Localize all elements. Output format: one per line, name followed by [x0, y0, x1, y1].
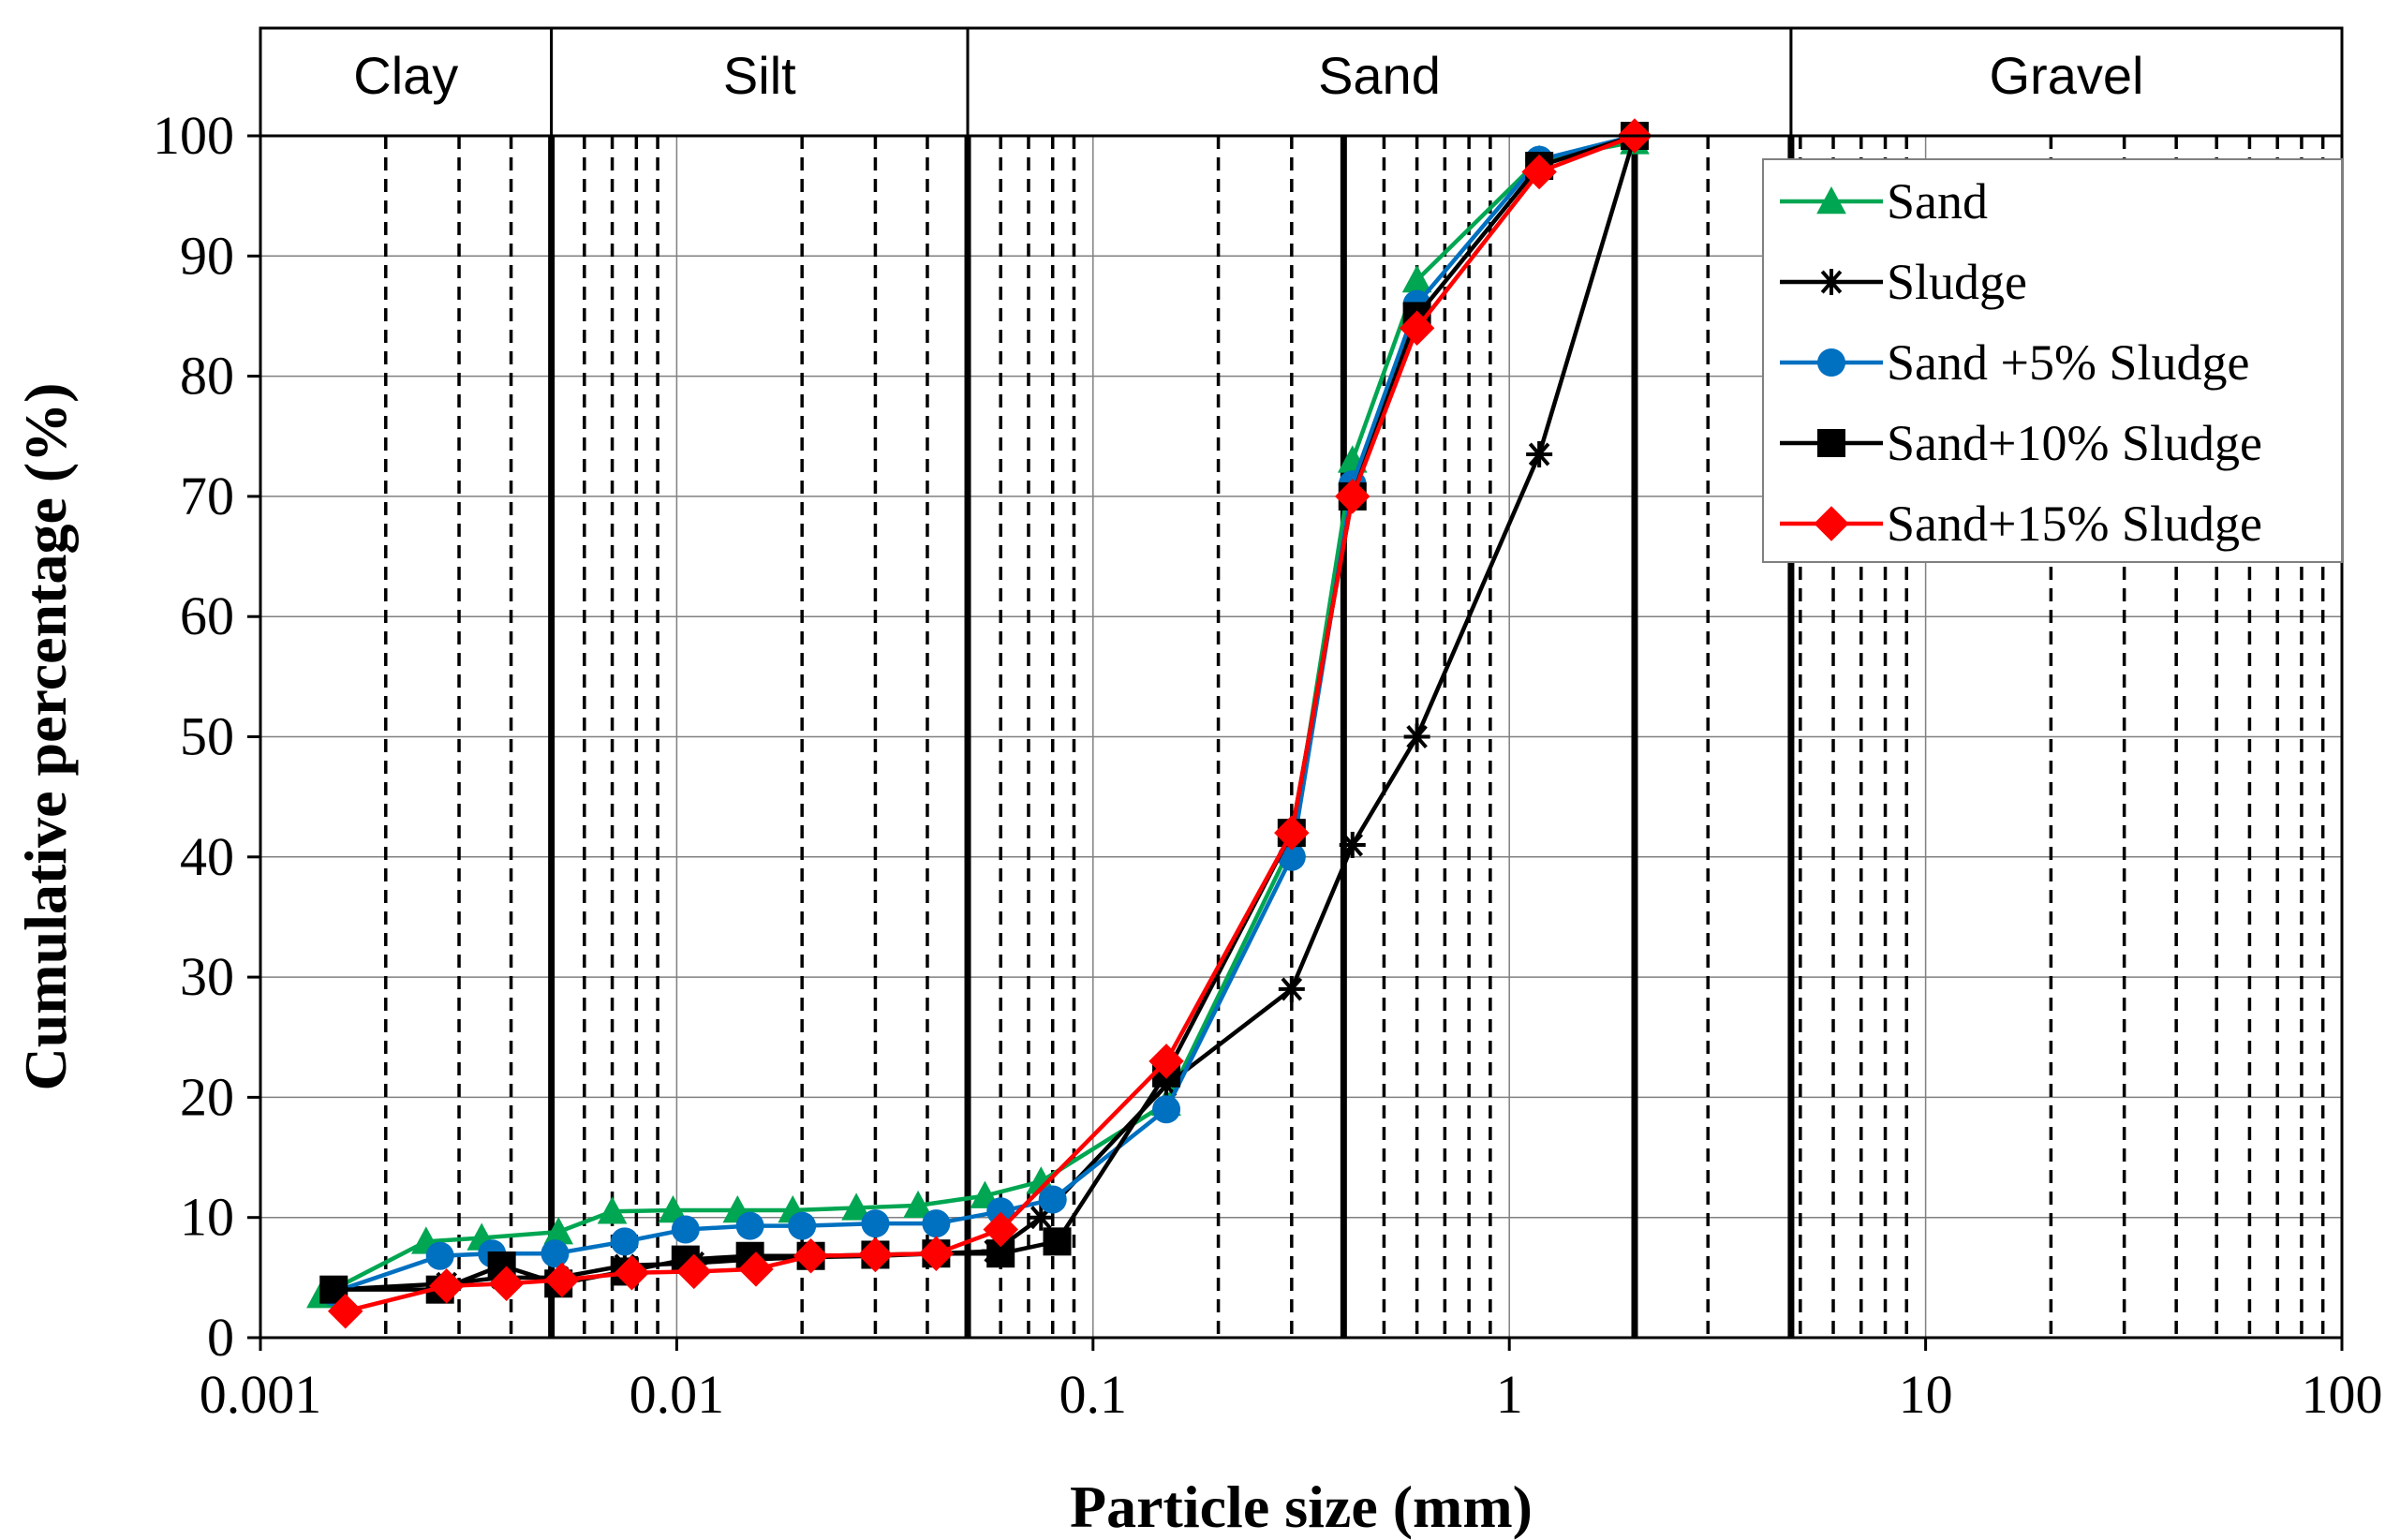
legend-item-sand-10-sludge: Sand+10% Sludge — [1780, 415, 2262, 471]
data-point-sand-15-sludge — [857, 1236, 894, 1273]
data-point-sand-15-sludge — [1335, 479, 1370, 514]
data-point-sand-5-sludge — [861, 1209, 890, 1238]
legend-label: Sand+15% Sludge — [1887, 496, 2262, 552]
x-tick-label: 0.1 — [1059, 1364, 1128, 1425]
soil-zone-header: Clay Silt Sand Gravel — [259, 26, 2344, 138]
data-point-sand-15-sludge — [428, 1268, 465, 1304]
data-point-sand-15-sludge — [1399, 310, 1435, 347]
data-point-sand-5-sludge — [922, 1209, 951, 1238]
y-tick-label: 70 — [180, 466, 234, 526]
data-point-sludge — [1526, 440, 1553, 467]
data-point-sand-15-sludge — [918, 1236, 955, 1271]
legend-label: Sludge — [1887, 254, 2027, 310]
series-line-sludge — [333, 135, 1637, 1292]
series-line-sand-15-sludge — [345, 133, 1636, 1313]
data-point-sand-15-sludge — [1274, 815, 1310, 851]
data-point-sludge — [1403, 723, 1430, 750]
data-point-sludge — [1339, 831, 1366, 858]
data-point-sand-15-sludge — [1148, 1044, 1184, 1079]
data-point-sludge — [1278, 975, 1305, 1002]
series-sand — [306, 126, 1650, 1309]
x-tick-label: 0.01 — [630, 1364, 725, 1425]
data-point-sand-5-sludge — [425, 1241, 454, 1270]
y-tick-label: 90 — [180, 225, 234, 286]
x-tick-label: 100 — [2302, 1364, 2383, 1425]
zone-box-sand — [966, 26, 1793, 138]
x-axis-title: Particle size (mm) — [1070, 1473, 1533, 1540]
data-point-sand-5-sludge — [1152, 1095, 1181, 1124]
data-point-sand-15-sludge — [327, 1294, 363, 1329]
data-point-sand-15-sludge — [738, 1251, 774, 1287]
data-point-sand-15-sludge — [1521, 154, 1557, 190]
zone-label-gravel: Gravel — [1989, 46, 2143, 105]
legend-swatch-marker — [1817, 429, 1845, 457]
legend-swatch-marker — [1816, 185, 1846, 215]
data-point-sand-5-sludge — [1038, 1185, 1067, 1214]
data-point-sludge — [1028, 1204, 1055, 1231]
data-point-sand — [658, 1194, 689, 1223]
y-tick-label: 50 — [180, 706, 234, 767]
zone-label-silt: Silt — [723, 46, 796, 105]
series-line-sand — [319, 140, 1636, 1298]
data-point-sand-5-sludge — [671, 1215, 700, 1244]
legend-item-sand: Sand — [1780, 173, 1988, 230]
legend-item-sludge: Sludge — [1780, 254, 2027, 310]
series-sludge — [320, 123, 1648, 1303]
zone-label-sand: Sand — [1318, 46, 1441, 105]
x-tick-label: 1 — [1496, 1364, 1523, 1425]
axis-ticks: 0 10 20 30 40 50 60 70 80 90 100 0.001 0.01 0.1 1 10 100 — [153, 105, 2383, 1425]
x-tick-label: 0.001 — [200, 1364, 322, 1425]
series-layer — [306, 118, 1652, 1329]
data-point-sand — [597, 1196, 628, 1224]
legend: Sand Sludge Sand +5% Sludge Sand+10% Sludge… — [1762, 158, 2343, 563]
y-tick-label: 80 — [180, 346, 234, 407]
data-point-sand-15-sludge — [544, 1262, 580, 1298]
data-point-sand — [841, 1192, 871, 1221]
zone-label-clay: Clay — [353, 46, 458, 105]
y-tick-label: 10 — [180, 1187, 234, 1248]
data-point-sand-15-sludge — [676, 1253, 712, 1290]
legend-label: Sand+10% Sludge — [1887, 415, 2262, 471]
x-tick-label: 10 — [1899, 1364, 1953, 1425]
legend-swatch-marker — [1818, 269, 1844, 295]
data-point-sand-10-sludge — [1043, 1227, 1072, 1256]
y-axis-title: Cumulative percentage (%) — [12, 383, 79, 1091]
series-sand-10-sludge — [319, 122, 1649, 1304]
data-point-sand-5-sludge — [541, 1239, 570, 1268]
data-point-sand-5-sludge — [986, 1197, 1015, 1226]
data-point-sand-15-sludge — [488, 1266, 525, 1302]
series-sand-15-sludge — [327, 118, 1652, 1329]
data-point-sand-5-sludge — [788, 1211, 817, 1240]
legend-swatch-marker — [1814, 506, 1849, 541]
zone-box-gravel — [1789, 26, 2344, 138]
legend-label: Sand +5% Sludge — [1887, 334, 2249, 391]
y-tick-label: 60 — [180, 585, 234, 646]
y-tick-label: 0 — [207, 1307, 234, 1368]
zone-box-clay — [259, 26, 554, 138]
zone-box-silt — [550, 26, 970, 138]
data-point-sand-5-sludge — [735, 1211, 764, 1240]
series-line-sand-5-sludge — [333, 133, 1636, 1295]
data-point-sand-15-sludge — [614, 1254, 650, 1291]
series-sand-5-sludge — [319, 122, 1649, 1307]
legend-item-sand-5-sludge: Sand +5% Sludge — [1780, 334, 2249, 391]
data-point-sand-15-sludge — [983, 1211, 1018, 1248]
y-tick-label: 100 — [153, 105, 234, 166]
legend-label: Sand — [1887, 173, 1988, 230]
y-tick-label: 40 — [180, 826, 234, 887]
y-tick-label: 30 — [180, 946, 234, 1007]
series-line-sand-10-sludge — [333, 133, 1636, 1292]
data-point-sand — [903, 1190, 933, 1219]
legend-swatch-marker — [1817, 348, 1845, 377]
data-point-sand-15-sludge — [793, 1238, 829, 1274]
y-tick-label: 20 — [180, 1066, 234, 1127]
data-point-sand-5-sludge — [610, 1227, 639, 1256]
legend-item-sand-15-sludge: Sand+15% Sludge — [1780, 496, 2262, 552]
